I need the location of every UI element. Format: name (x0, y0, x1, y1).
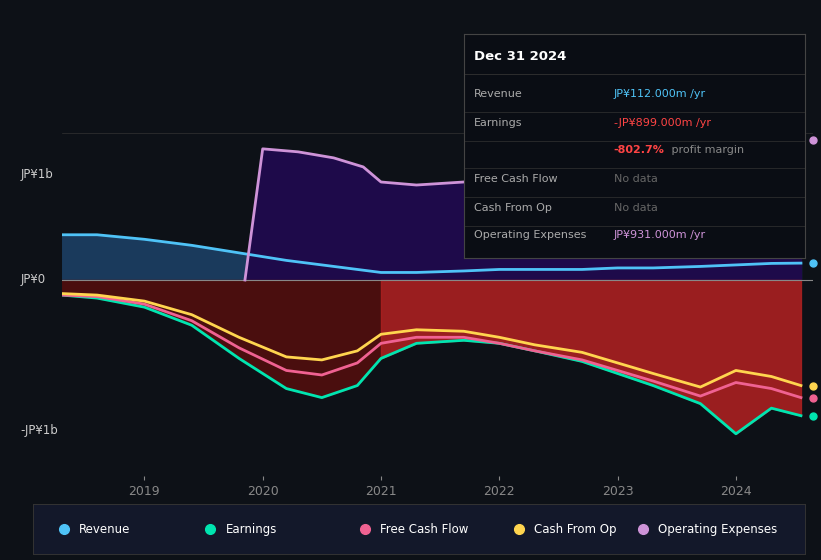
Text: Operating Expenses: Operating Expenses (474, 230, 586, 240)
Text: -JP¥899.000m /yr: -JP¥899.000m /yr (614, 118, 711, 128)
Text: Free Cash Flow: Free Cash Flow (380, 522, 469, 536)
Text: Cash From Op: Cash From Op (534, 522, 617, 536)
Text: JP¥112.000m /yr: JP¥112.000m /yr (614, 89, 706, 99)
Text: Earnings: Earnings (474, 118, 523, 128)
Text: Operating Expenses: Operating Expenses (658, 522, 777, 536)
Text: Free Cash Flow: Free Cash Flow (474, 174, 557, 184)
Text: -JP¥1b: -JP¥1b (21, 424, 58, 437)
Text: Revenue: Revenue (474, 89, 523, 99)
Text: JP¥0: JP¥0 (21, 273, 45, 287)
Text: -802.7%: -802.7% (614, 145, 665, 155)
Text: JP¥931.000m /yr: JP¥931.000m /yr (614, 230, 706, 240)
Text: Earnings: Earnings (226, 522, 277, 536)
Text: Cash From Op: Cash From Op (474, 203, 552, 213)
Text: JP¥1b: JP¥1b (21, 168, 53, 181)
Text: Dec 31 2024: Dec 31 2024 (474, 49, 566, 63)
Text: No data: No data (614, 203, 658, 213)
Text: No data: No data (614, 174, 658, 184)
Text: Revenue: Revenue (79, 522, 131, 536)
Text: profit margin: profit margin (668, 145, 745, 155)
